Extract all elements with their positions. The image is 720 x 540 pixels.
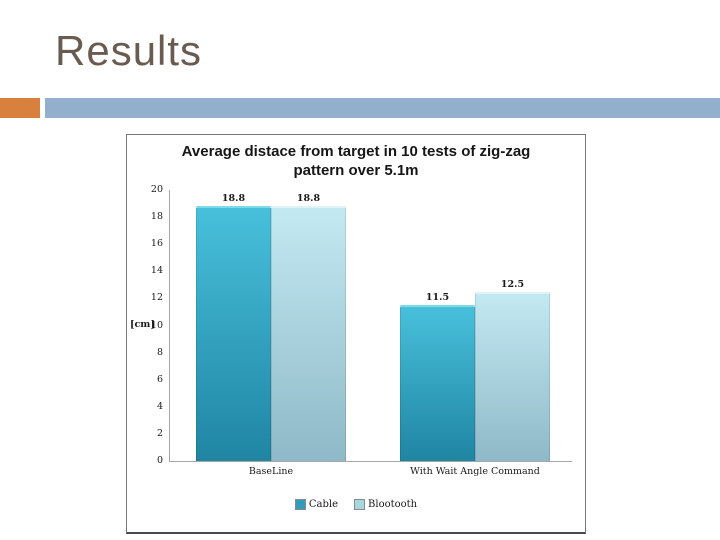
legend-swatch-icon bbox=[354, 499, 366, 510]
bar-cable-baseline: 18.8 bbox=[196, 193, 271, 461]
y-tick-label: 16 bbox=[150, 238, 163, 250]
chart-title-line2: pattern over 5.1m bbox=[293, 161, 419, 179]
y-tick-label: 2 bbox=[156, 427, 163, 439]
chart-panel: Average distace from target in 10 tests … bbox=[126, 134, 586, 534]
y-tick-label: 4 bbox=[156, 400, 163, 412]
y-tick-label: 14 bbox=[150, 265, 163, 277]
bar-value-label: 11.5 bbox=[425, 292, 450, 304]
chart-title: Average distace from target in 10 tests … bbox=[167, 143, 545, 181]
category-label: With Wait Angle Command bbox=[410, 466, 540, 477]
bar-blootooth-baseline: 18.8 bbox=[271, 193, 346, 461]
bar-value-label: 18.8 bbox=[221, 193, 246, 205]
category-label: BaseLine bbox=[248, 466, 294, 477]
legend-item: Cable bbox=[294, 499, 339, 510]
bar-group-with-wait-angle-command: 11.5 12.5 bbox=[400, 279, 550, 461]
y-tick-label: 0 bbox=[156, 455, 163, 466]
page-title: Results bbox=[55, 27, 203, 74]
bar-value-label: 18.8 bbox=[296, 193, 321, 205]
y-axis-unit-label: [cm] bbox=[130, 319, 155, 330]
y-tick-label: 20 bbox=[150, 184, 163, 195]
legend-label: Cable bbox=[308, 499, 339, 510]
bar-value-label: 12.5 bbox=[500, 278, 525, 290]
bar-cable-with-wait-angle-command: 11.5 bbox=[400, 292, 475, 461]
bar-group-baseline: 18.8 18.8 bbox=[196, 193, 346, 461]
y-tick-label: 6 bbox=[156, 373, 163, 385]
y-tick-label: 8 bbox=[156, 346, 163, 358]
y-tick-label: 10 bbox=[150, 319, 163, 331]
y-tick-label: 12 bbox=[150, 292, 163, 304]
chart-title-line1: Average distace from target in 10 tests … bbox=[181, 143, 531, 160]
y-tick-label: 18 bbox=[150, 211, 163, 223]
legend: Cable Blootooth bbox=[127, 499, 585, 510]
plot-area: 18.8 18.8 11.5 12.5 bbox=[169, 190, 572, 462]
accent-bar-orange bbox=[0, 98, 40, 118]
legend-item: Blootooth bbox=[354, 499, 417, 510]
legend-label: Blootooth bbox=[368, 499, 418, 510]
legend-swatch-icon bbox=[294, 499, 306, 510]
bar-blootooth-with-wait-angle-command: 12.5 bbox=[475, 279, 550, 461]
accent-bar-blue bbox=[45, 98, 720, 118]
